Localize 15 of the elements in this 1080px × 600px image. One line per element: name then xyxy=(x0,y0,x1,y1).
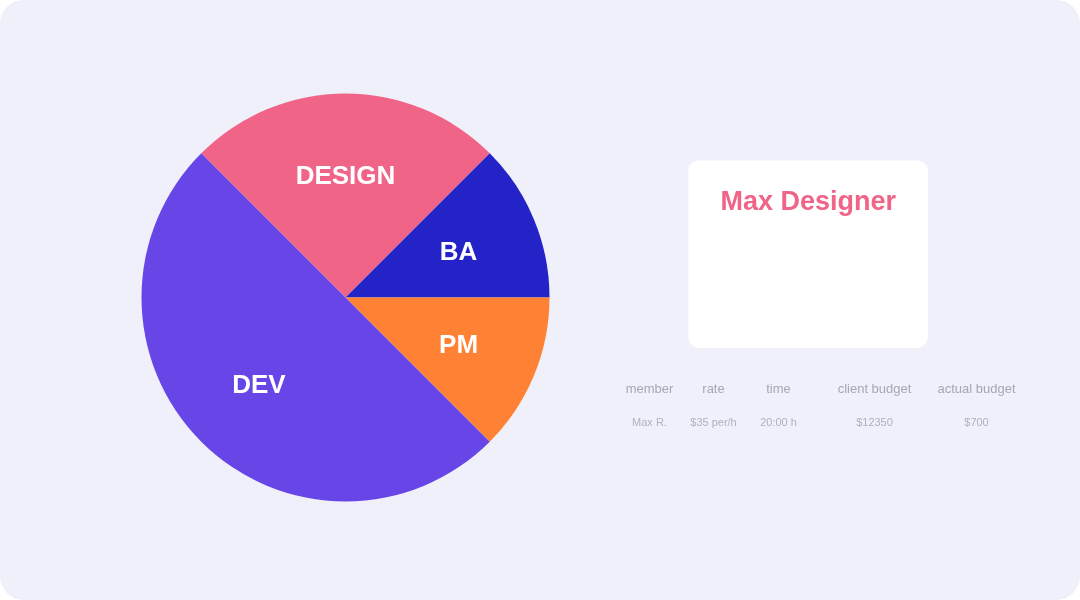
slice-label: BA xyxy=(439,235,478,266)
text: $700 xyxy=(964,415,989,428)
text: $35 per/h xyxy=(690,415,737,428)
text: member xyxy=(625,381,675,396)
text: 20:00 h xyxy=(760,415,797,428)
slice-label: DEV xyxy=(232,369,287,400)
slice-label: PM xyxy=(439,329,479,360)
text: $12350 xyxy=(856,415,893,428)
slice-label: DESIGN xyxy=(295,160,396,191)
text: actual budget xyxy=(937,381,1016,396)
text: rate xyxy=(702,381,725,396)
text: client budget xyxy=(837,381,912,396)
text: Max R. xyxy=(632,415,667,428)
text: time xyxy=(766,381,791,396)
text: Max Designer xyxy=(720,185,897,216)
